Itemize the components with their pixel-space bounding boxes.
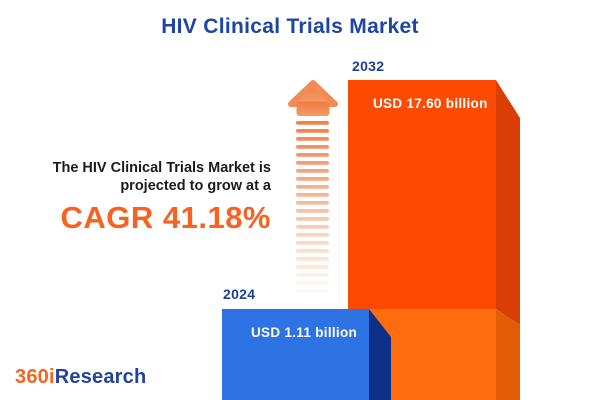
growth-arrow-stem xyxy=(296,102,330,116)
bar-2024-year-label: 2024 xyxy=(223,286,256,302)
arrow-dash xyxy=(296,241,329,245)
page-title: HIV Clinical Trials Market xyxy=(161,15,419,38)
arrow-dash xyxy=(296,201,329,205)
growth-arrow-head-icon xyxy=(288,80,338,107)
bar-2024-front xyxy=(222,309,369,400)
bar-2032-side-top xyxy=(496,80,520,325)
arrow-dash xyxy=(296,129,329,133)
arrow-dash xyxy=(296,281,329,285)
arrow-dash xyxy=(296,289,329,293)
bar-2024-value-label: USD 1.11 billion xyxy=(251,325,358,340)
cagr-value: CAGR 41.18% xyxy=(60,200,271,235)
arrow-dash xyxy=(296,145,329,149)
arrow-dash xyxy=(296,137,329,141)
arrow-dash xyxy=(296,209,329,213)
projection-line-2: projected to grow at a xyxy=(120,177,271,194)
bar-2032-side-bottom xyxy=(496,309,520,400)
arrow-dash xyxy=(296,273,329,277)
arrow-dash xyxy=(296,177,329,181)
arrow-dash xyxy=(296,233,329,237)
bar-2032-value-label: USD 17.60 billion xyxy=(373,96,488,111)
arrow-dash xyxy=(296,193,329,197)
arrow-dash xyxy=(296,185,329,189)
arrow-dash xyxy=(296,265,329,269)
brand-logo: 360iResearch xyxy=(15,366,146,389)
arrow-dash xyxy=(296,153,329,157)
arrow-dash xyxy=(296,249,329,253)
arrow-dash xyxy=(296,225,329,229)
brand-logo-prefix: 360i xyxy=(15,366,55,388)
brand-logo-suffix: Research xyxy=(54,366,147,388)
arrow-dash xyxy=(296,217,329,221)
bar-2032-year-label: 2032 xyxy=(352,58,385,74)
bar-2032-front-top xyxy=(348,80,496,309)
arrow-dash xyxy=(296,161,329,165)
projection-text: The HIV Clinical Trials Market is projec… xyxy=(1,160,271,195)
arrow-dash xyxy=(296,257,329,261)
arrow-dash xyxy=(296,169,329,173)
bar-2024-side xyxy=(369,309,391,400)
growth-arrow-dashes xyxy=(296,121,329,293)
projection-line-1: The HIV Clinical Trials Market is xyxy=(52,160,271,176)
arrow-dash xyxy=(296,121,329,125)
